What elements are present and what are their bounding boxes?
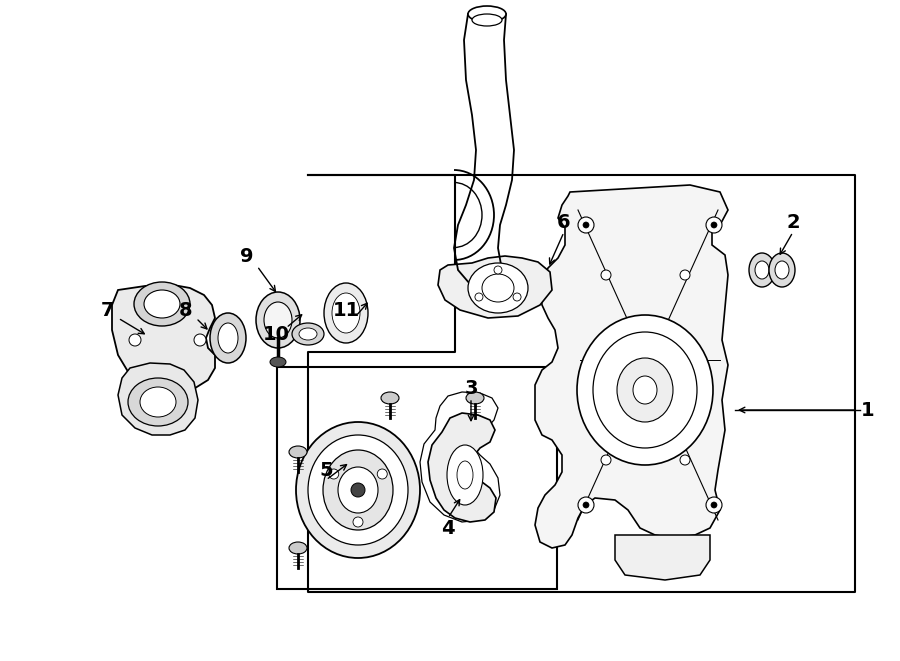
Ellipse shape [381, 392, 399, 404]
Text: 11: 11 [332, 301, 360, 319]
Text: 2: 2 [787, 212, 800, 231]
Ellipse shape [755, 261, 769, 279]
Text: 9: 9 [240, 247, 254, 266]
Ellipse shape [289, 446, 307, 458]
Text: 3: 3 [464, 379, 478, 397]
Circle shape [711, 222, 717, 228]
Polygon shape [535, 185, 728, 548]
Ellipse shape [256, 292, 300, 348]
Circle shape [194, 334, 206, 346]
Ellipse shape [128, 378, 188, 426]
Ellipse shape [468, 263, 528, 313]
Circle shape [583, 502, 589, 508]
Circle shape [353, 517, 363, 527]
Ellipse shape [633, 376, 657, 404]
Ellipse shape [447, 445, 483, 505]
Polygon shape [615, 535, 710, 580]
Circle shape [328, 469, 338, 479]
Text: 4: 4 [441, 518, 454, 537]
Ellipse shape [617, 358, 673, 422]
Ellipse shape [270, 357, 286, 367]
Ellipse shape [308, 435, 408, 545]
Circle shape [578, 217, 594, 233]
Ellipse shape [264, 302, 292, 338]
Ellipse shape [769, 253, 795, 287]
Ellipse shape [472, 14, 502, 26]
Ellipse shape [593, 332, 697, 448]
Polygon shape [428, 413, 496, 522]
Circle shape [706, 217, 722, 233]
Ellipse shape [577, 315, 713, 465]
Ellipse shape [334, 446, 410, 530]
Polygon shape [438, 256, 552, 318]
Circle shape [601, 455, 611, 465]
Ellipse shape [296, 422, 420, 558]
Ellipse shape [323, 450, 393, 530]
Circle shape [129, 334, 141, 346]
Ellipse shape [457, 461, 473, 489]
Ellipse shape [749, 253, 775, 287]
Circle shape [583, 222, 589, 228]
Ellipse shape [338, 467, 378, 513]
Ellipse shape [324, 283, 368, 343]
Ellipse shape [218, 323, 238, 353]
Text: 1: 1 [861, 401, 875, 420]
Circle shape [377, 469, 387, 479]
Polygon shape [118, 363, 198, 435]
Circle shape [680, 270, 690, 280]
Bar [277, 367, 557, 589]
Polygon shape [112, 284, 215, 393]
Ellipse shape [144, 290, 180, 318]
Circle shape [475, 293, 483, 301]
Ellipse shape [775, 261, 789, 279]
Text: 6: 6 [557, 212, 571, 231]
Circle shape [494, 266, 502, 274]
Text: 5: 5 [320, 461, 333, 479]
Text: 10: 10 [263, 325, 290, 344]
Circle shape [680, 455, 690, 465]
Ellipse shape [140, 387, 176, 417]
Ellipse shape [332, 293, 360, 333]
Circle shape [578, 497, 594, 513]
Ellipse shape [468, 6, 506, 22]
Ellipse shape [482, 274, 514, 302]
Ellipse shape [299, 328, 317, 340]
Text: 7: 7 [101, 301, 115, 319]
Ellipse shape [466, 392, 484, 404]
Circle shape [711, 502, 717, 508]
Ellipse shape [289, 542, 307, 554]
Circle shape [601, 270, 611, 280]
Circle shape [706, 497, 722, 513]
Text: 8: 8 [179, 301, 193, 319]
Circle shape [351, 483, 365, 497]
Ellipse shape [134, 282, 190, 326]
Circle shape [513, 293, 521, 301]
Ellipse shape [292, 323, 324, 345]
Ellipse shape [210, 313, 246, 363]
